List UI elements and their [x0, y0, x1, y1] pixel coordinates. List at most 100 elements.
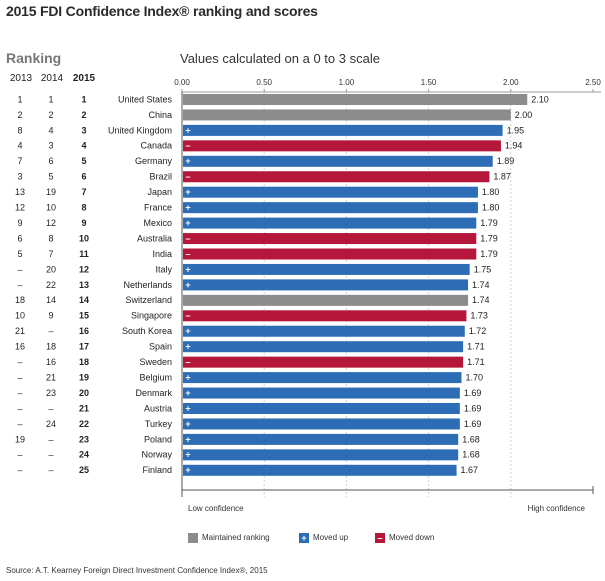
- data-label: 1.94: [505, 141, 523, 151]
- moved-down-marker: –: [185, 233, 190, 243]
- rank-2014: 21: [46, 372, 56, 382]
- data-label: 1.73: [470, 311, 488, 321]
- country-label: Turkey: [145, 419, 173, 429]
- rank-2014: 8: [48, 233, 53, 243]
- rank-2014: 1: [48, 94, 53, 104]
- bar: [183, 356, 464, 368]
- rank-2013: 10: [15, 311, 25, 321]
- data-label: 1.95: [507, 125, 525, 135]
- rank-2014: –: [48, 450, 53, 460]
- rank-2013: –: [17, 419, 22, 429]
- rank-2014: 7: [48, 249, 53, 259]
- legend-up-label: Moved up: [313, 533, 349, 543]
- rank-2015: 4: [81, 141, 86, 151]
- legend-down: – Moved down: [375, 533, 434, 543]
- x-tick-label: 2.00: [503, 78, 519, 87]
- bar: [183, 372, 462, 384]
- legend-up: + Moved up: [299, 533, 348, 543]
- data-label: 1.87: [493, 172, 511, 182]
- rank-2015: 6: [81, 172, 86, 182]
- rank-2013: –: [17, 388, 22, 398]
- country-label: Canada: [140, 141, 172, 151]
- legend-down-swatch: –: [375, 533, 385, 543]
- bar: [183, 124, 503, 136]
- legend-down-label: Moved down: [389, 533, 435, 543]
- rank-2014: 12: [46, 218, 56, 228]
- moved-up-marker: +: [185, 372, 190, 382]
- country-label: Australia: [137, 233, 172, 243]
- bar: [183, 310, 467, 322]
- moved-down-marker: –: [185, 141, 190, 151]
- data-label: 1.71: [467, 342, 485, 352]
- rank-2013: 5: [17, 249, 22, 259]
- country-label: South Korea: [122, 326, 172, 336]
- x-tick-label: 1.00: [339, 78, 355, 87]
- x-tick-label: 0.50: [256, 78, 272, 87]
- bar: [183, 263, 470, 275]
- country-label: Denmark: [135, 388, 172, 398]
- country-label: Italy: [155, 264, 172, 274]
- rank-2013: –: [17, 280, 22, 290]
- data-label: 1.80: [482, 203, 500, 213]
- bar: [183, 248, 477, 260]
- bar: [183, 94, 528, 105]
- rank-2015: 11: [79, 249, 89, 259]
- rank-2013: 8: [17, 125, 22, 135]
- bar: [183, 109, 511, 121]
- moved-up-marker: +: [185, 434, 190, 444]
- moved-up-marker: +: [185, 465, 190, 475]
- country-label: France: [144, 203, 172, 213]
- moved-up-marker: +: [185, 156, 190, 166]
- bar: [183, 464, 457, 476]
- country-label: United States: [118, 94, 173, 104]
- country-label: Japan: [147, 187, 172, 197]
- rank-2015: 14: [79, 295, 89, 305]
- rank-2015: 25: [79, 465, 89, 475]
- rank-2013: 12: [15, 203, 25, 213]
- rank-2013: –: [17, 357, 22, 367]
- rank-2014: –: [48, 326, 53, 336]
- country-label: Netherlands: [123, 280, 172, 290]
- bar: [183, 279, 469, 291]
- rank-2014: 22: [46, 280, 56, 290]
- data-label: 1.70: [465, 372, 483, 382]
- moved-up-marker: +: [185, 280, 190, 290]
- year-2015-header: 2015: [72, 73, 96, 84]
- rank-2013: 2: [17, 110, 22, 120]
- legend-maintained-label: Maintained ranking: [202, 533, 270, 543]
- data-label: 1.74: [472, 295, 490, 305]
- rank-2015: 16: [79, 326, 89, 336]
- country-label: Brazil: [149, 172, 172, 182]
- country-label: China: [148, 110, 172, 120]
- bar: [183, 403, 460, 414]
- rank-2013: –: [17, 403, 22, 413]
- country-label: United Kingdom: [108, 125, 172, 135]
- rank-2015: 1: [81, 94, 86, 104]
- data-label: 1.68: [462, 434, 480, 444]
- rank-2015: 21: [79, 403, 89, 413]
- rank-2014: 16: [46, 357, 56, 367]
- bar: [183, 294, 469, 306]
- rank-2014: –: [48, 434, 53, 444]
- rank-2015: 20: [79, 388, 89, 398]
- moved-up-marker: +: [185, 264, 190, 274]
- data-label: 2.00: [515, 110, 533, 120]
- rank-2014: 18: [46, 342, 56, 352]
- legend-up-swatch: +: [299, 533, 309, 543]
- moved-up-marker: +: [185, 342, 190, 352]
- data-label: 1.79: [480, 249, 498, 259]
- moved-down-marker: –: [185, 249, 190, 259]
- moved-up-marker: +: [185, 326, 190, 336]
- country-label: Singapore: [131, 311, 172, 321]
- year-2014-header: 2014: [40, 73, 64, 84]
- rank-2013: 21: [15, 326, 25, 336]
- rank-2013: 9: [17, 218, 22, 228]
- rank-2013: 13: [15, 187, 25, 197]
- data-label: 2.10: [531, 94, 549, 104]
- data-label: 1.71: [467, 357, 485, 367]
- source-note: Source: A.T. Kearney Foreign Direct Inve…: [6, 566, 268, 575]
- high-confidence-label: High confidence: [528, 504, 586, 513]
- moved-down-marker: –: [185, 172, 190, 182]
- bar: [183, 202, 478, 214]
- rank-2014: 6: [48, 156, 53, 166]
